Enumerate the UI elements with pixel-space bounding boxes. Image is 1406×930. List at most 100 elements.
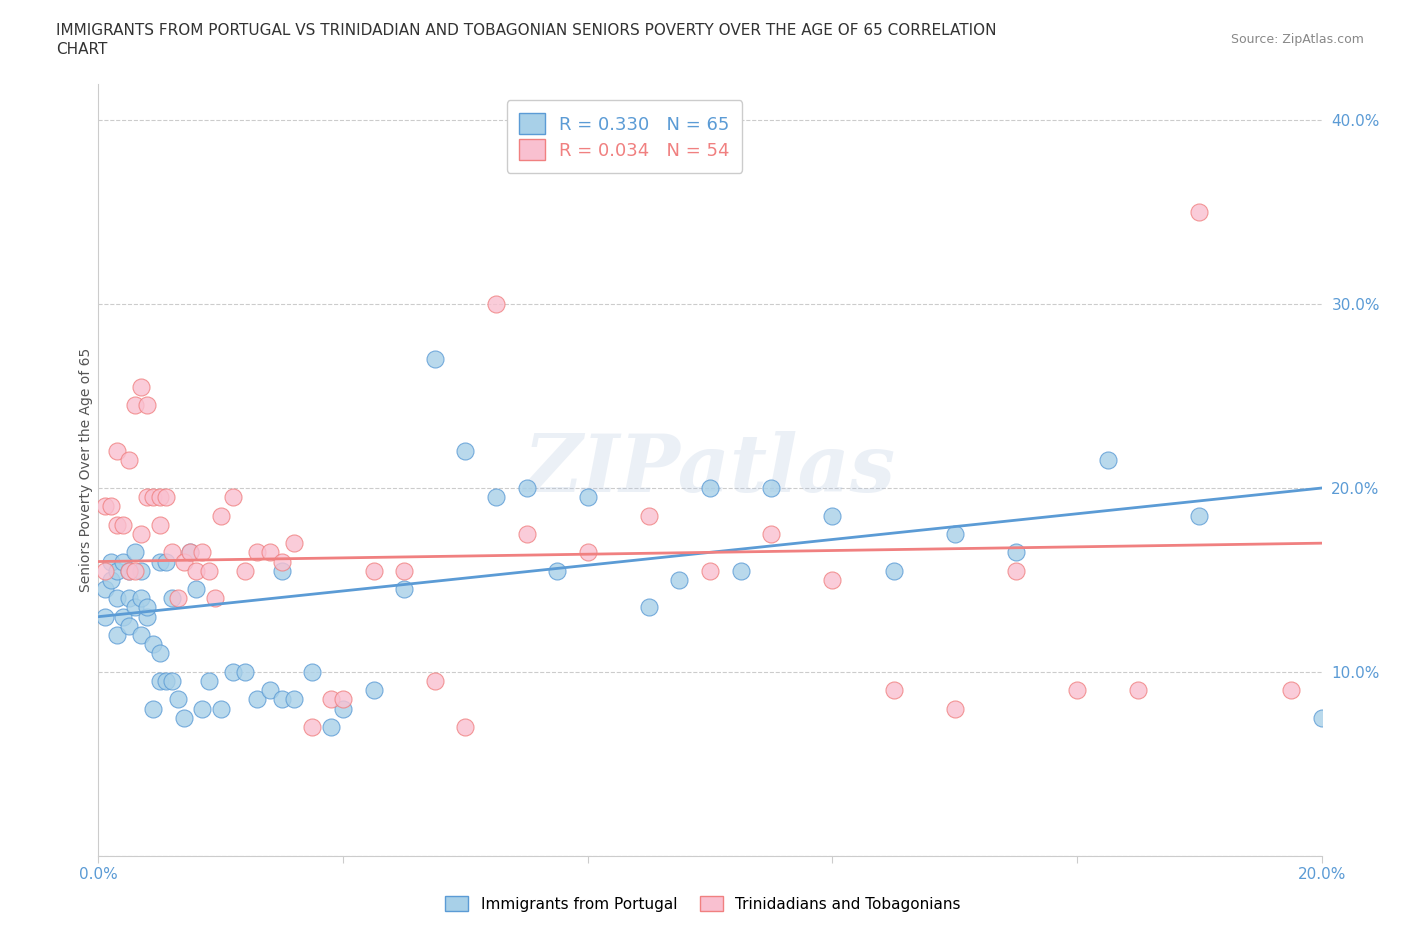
Point [1004, 564, 1026, 578]
Point [155, 490, 177, 505]
Point [105, 591, 128, 605]
Point [423, 352, 446, 366]
Text: Source: ZipAtlas.com: Source: ZipAtlas.com [1230, 33, 1364, 46]
Point [136, 490, 159, 505]
Point [454, 444, 477, 458]
Point [105, 564, 128, 578]
Point [160, 673, 183, 688]
Point [222, 664, 245, 679]
Point [668, 573, 690, 588]
Point [105, 444, 128, 458]
Point [197, 564, 219, 578]
Point [111, 554, 134, 569]
Point [1128, 683, 1150, 698]
Point [186, 581, 208, 596]
Point [149, 554, 172, 569]
Point [155, 673, 177, 688]
Point [118, 591, 141, 605]
Point [259, 545, 281, 560]
Point [283, 692, 305, 707]
Text: CHART: CHART [56, 42, 108, 57]
Point [423, 673, 446, 688]
Point [301, 664, 323, 679]
Point [209, 508, 232, 523]
Point [100, 554, 122, 569]
Point [111, 517, 134, 532]
Point [118, 618, 141, 633]
Point [93, 609, 115, 624]
Point [699, 564, 721, 578]
Point [136, 609, 159, 624]
Point [186, 564, 208, 578]
Point [129, 526, 152, 541]
Point [1188, 205, 1211, 219]
Point [191, 701, 214, 716]
Point [883, 564, 905, 578]
Point [124, 600, 146, 615]
Point [821, 508, 844, 523]
Point [546, 564, 568, 578]
Point [454, 720, 477, 735]
Point [363, 683, 385, 698]
Point [124, 564, 146, 578]
Point [129, 628, 152, 643]
Point [118, 564, 141, 578]
Point [270, 554, 292, 569]
Point [637, 508, 661, 523]
Point [319, 720, 342, 735]
Point [93, 564, 115, 578]
Point [363, 564, 385, 578]
Point [392, 581, 416, 596]
Point [1004, 545, 1026, 560]
Point [319, 692, 342, 707]
Point [160, 545, 183, 560]
Point [283, 536, 305, 551]
Point [270, 692, 292, 707]
Point [105, 628, 128, 643]
Point [270, 564, 292, 578]
Point [392, 564, 416, 578]
Point [1188, 508, 1211, 523]
Point [149, 517, 172, 532]
Point [246, 692, 269, 707]
Point [100, 573, 122, 588]
Point [124, 545, 146, 560]
Point [179, 545, 201, 560]
Point [149, 646, 172, 661]
Point [222, 490, 245, 505]
Point [516, 481, 538, 496]
Point [821, 573, 844, 588]
Point [129, 564, 152, 578]
Point [93, 581, 115, 596]
Point [167, 692, 190, 707]
Point [576, 490, 599, 505]
Point [576, 545, 599, 560]
Point [136, 398, 159, 413]
Point [149, 490, 172, 505]
Point [246, 545, 269, 560]
Point [129, 591, 152, 605]
Point [100, 499, 122, 514]
Point [1097, 453, 1119, 468]
Point [699, 481, 721, 496]
Text: IMMIGRANTS FROM PORTUGAL VS TRINIDADIAN AND TOBAGONIAN SENIORS POVERTY OVER THE : IMMIGRANTS FROM PORTUGAL VS TRINIDADIAN … [56, 23, 997, 38]
Point [1310, 711, 1333, 725]
Point [204, 591, 226, 605]
Point [759, 481, 782, 496]
Point [883, 683, 905, 698]
Point [1066, 683, 1088, 698]
Point [160, 591, 183, 605]
Point [167, 591, 190, 605]
Point [105, 517, 128, 532]
Point [209, 701, 232, 716]
Point [1279, 683, 1302, 698]
Point [233, 664, 256, 679]
Legend: Immigrants from Portugal, Trinidadians and Tobagonians: Immigrants from Portugal, Trinidadians a… [439, 889, 967, 918]
Point [730, 564, 752, 578]
Point [943, 701, 966, 716]
Point [233, 564, 256, 578]
Point [301, 720, 323, 735]
Point [136, 600, 159, 615]
Point [173, 554, 195, 569]
Point [332, 692, 354, 707]
